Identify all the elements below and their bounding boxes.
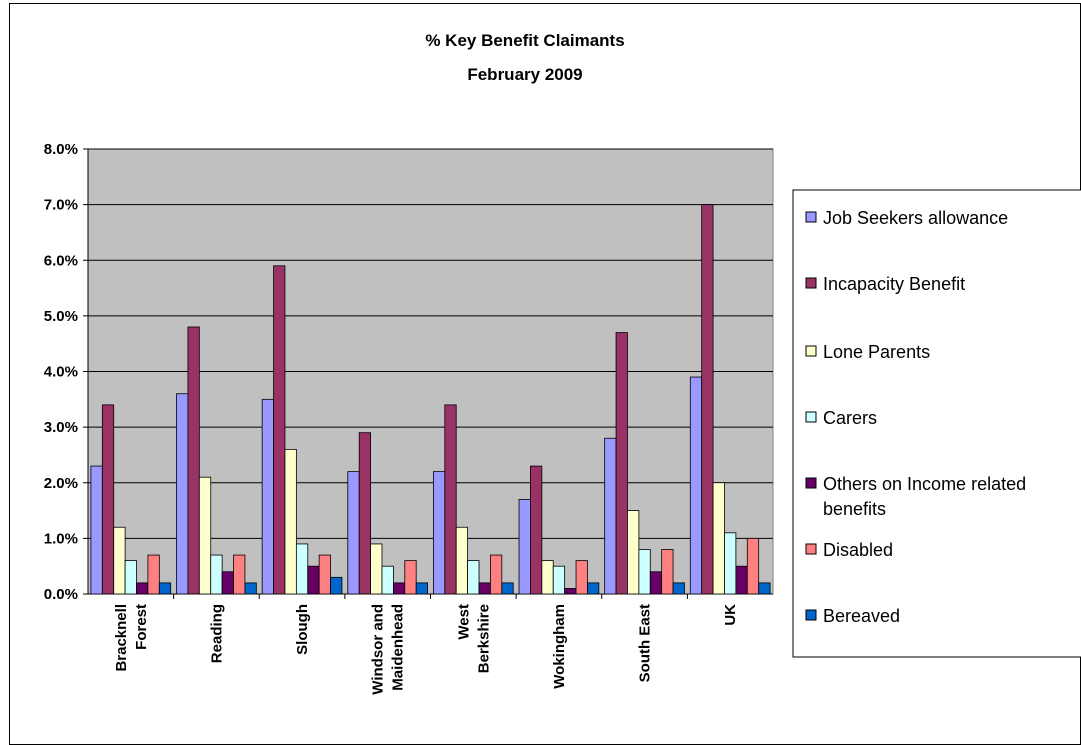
bar <box>587 582 600 595</box>
bar <box>210 554 223 595</box>
bar <box>712 482 725 595</box>
bar <box>649 571 663 595</box>
bar <box>758 582 771 595</box>
bar <box>273 265 286 595</box>
bar <box>158 582 172 595</box>
bar <box>455 526 469 595</box>
bar <box>575 560 588 595</box>
legend-label: Lone Parents <box>823 342 930 362</box>
bar <box>392 582 406 595</box>
legend-box <box>792 189 1081 658</box>
category-label: South East <box>637 604 654 682</box>
bar <box>746 537 760 595</box>
bar <box>490 554 503 595</box>
bar <box>444 404 457 595</box>
bar <box>604 437 617 595</box>
chart-title-line: February 2009 <box>467 65 582 84</box>
legend-label: Incapacity Benefit <box>823 274 965 294</box>
legend-swatch <box>805 609 817 621</box>
bar <box>404 560 417 595</box>
y-tick-label: 0.0% <box>44 586 78 603</box>
bar <box>415 582 428 595</box>
y-tick-label: 5.0% <box>44 308 78 325</box>
bar <box>198 476 212 595</box>
bar <box>176 393 189 595</box>
category-label: Wokingham <box>551 604 568 689</box>
bar <box>672 582 685 595</box>
bar <box>187 326 200 595</box>
y-tick-label: 3.0% <box>44 419 78 436</box>
bar <box>518 499 531 595</box>
bar <box>90 465 103 595</box>
category-label: West <box>455 604 472 640</box>
category-label: Forest <box>133 604 150 650</box>
bar <box>307 565 320 595</box>
legend-label: Job Seekers allowance <box>823 208 1008 228</box>
legend-swatch <box>805 211 817 223</box>
bar <box>501 582 514 595</box>
category-label: Reading <box>208 604 225 663</box>
legend-swatch <box>805 411 817 423</box>
chart-title-line: % Key Benefit Claimants <box>425 31 624 50</box>
bar <box>530 465 543 595</box>
bar <box>221 571 234 595</box>
bar <box>261 398 274 595</box>
bar <box>358 432 371 595</box>
legend-swatch <box>805 543 817 555</box>
y-tick-label: 6.0% <box>44 252 78 269</box>
bar <box>564 588 577 595</box>
y-tick-label: 2.0% <box>44 475 78 492</box>
bar <box>701 204 714 595</box>
legend-label: benefits <box>823 499 886 519</box>
legend-label: Bereaved <box>823 606 900 626</box>
category-label: Slough <box>294 604 311 655</box>
bar <box>381 565 394 595</box>
y-tick-label: 8.0% <box>44 141 78 158</box>
bar <box>124 560 137 595</box>
bar <box>347 471 360 595</box>
legend-label: Disabled <box>823 540 893 560</box>
y-tick-label: 7.0% <box>44 197 78 214</box>
bar <box>136 582 149 595</box>
bar <box>370 543 383 595</box>
legend-swatch <box>805 277 817 289</box>
bar <box>233 554 246 595</box>
bar <box>330 576 343 595</box>
category-label: Berkshire <box>475 604 492 673</box>
bar <box>101 404 115 595</box>
y-tick-label: 1.0% <box>44 530 78 547</box>
bar <box>661 549 674 595</box>
bar <box>318 554 331 595</box>
category-label: Maidenhead <box>390 604 407 691</box>
y-tick-label: 4.0% <box>44 364 78 381</box>
bar <box>638 549 651 595</box>
bar <box>295 543 309 595</box>
bar <box>541 560 554 595</box>
bar <box>147 554 160 595</box>
bar <box>552 565 566 595</box>
bar <box>735 565 748 595</box>
category-label: Bracknell <box>113 604 130 672</box>
bar <box>284 448 297 595</box>
legend-label: Carers <box>823 408 877 428</box>
category-label: Windsor and <box>370 604 387 695</box>
bar <box>478 582 491 595</box>
legend-swatch <box>805 477 817 489</box>
bar <box>244 582 257 595</box>
bar <box>615 332 628 595</box>
bar <box>724 532 737 595</box>
legend-label: Others on Income related <box>823 474 1026 494</box>
bar <box>467 560 480 595</box>
bar <box>113 526 126 595</box>
bar <box>433 471 446 595</box>
legend-swatch <box>805 345 817 357</box>
category-label: UK <box>722 604 739 626</box>
bar <box>627 510 640 595</box>
bar <box>689 376 703 595</box>
